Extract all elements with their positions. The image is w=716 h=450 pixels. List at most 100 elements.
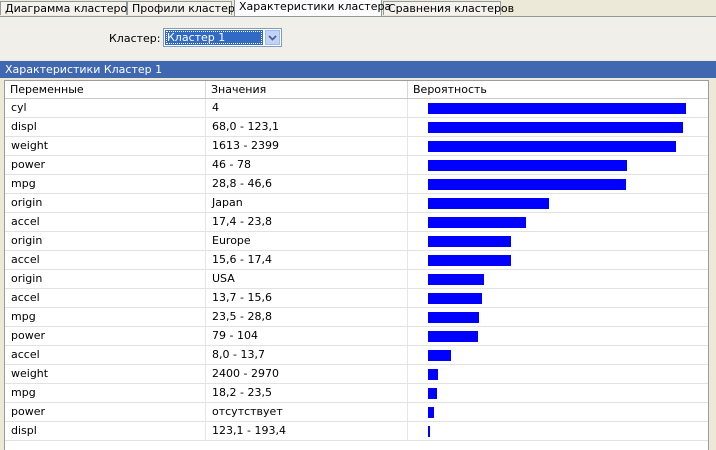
probability-bar bbox=[428, 217, 526, 228]
variable-cell: origin bbox=[5, 194, 206, 212]
table-row[interactable]: displ 123,1 - 193,4 bbox=[5, 422, 708, 441]
probability-bar bbox=[428, 369, 438, 380]
probability-cell bbox=[408, 137, 708, 155]
variable-cell: accel bbox=[5, 346, 206, 364]
variable-cell: power bbox=[5, 327, 206, 345]
probability-bar bbox=[428, 255, 511, 266]
probability-cell bbox=[408, 118, 708, 136]
tab-label: Характеристики кластера bbox=[239, 0, 392, 13]
value-cell: 23,5 - 28,8 bbox=[206, 308, 408, 326]
table-row[interactable]: power 79 - 104 bbox=[5, 327, 708, 346]
probability-bar bbox=[428, 179, 626, 190]
chevron-down-icon[interactable] bbox=[265, 30, 280, 45]
value-cell: 46 - 78 bbox=[206, 156, 408, 174]
value-cell: отсутствует bbox=[206, 403, 408, 421]
probability-bar bbox=[428, 160, 627, 171]
probability-bar bbox=[428, 141, 676, 152]
table-row[interactable]: accel 8,0 - 13,7 bbox=[5, 346, 708, 365]
tab-label: Профили кластера bbox=[132, 2, 242, 15]
variable-cell: cyl bbox=[5, 99, 206, 117]
probability-bar bbox=[428, 236, 511, 247]
probability-bar bbox=[428, 293, 482, 304]
variable-cell: weight bbox=[5, 365, 206, 383]
value-cell: 68,0 - 123,1 bbox=[206, 118, 408, 136]
probability-cell bbox=[408, 270, 708, 288]
probability-cell bbox=[408, 422, 708, 440]
table-row[interactable]: mpg 23,5 - 28,8 bbox=[5, 308, 708, 327]
probability-bar bbox=[428, 407, 434, 418]
variable-cell: accel bbox=[5, 213, 206, 231]
table-body: cyl 4 displ 68,0 - 123,1 weight 1613 - 2399 po… bbox=[5, 99, 708, 441]
variable-cell: mpg bbox=[5, 384, 206, 402]
table-row[interactable]: power 46 - 78 bbox=[5, 156, 708, 175]
probability-cell bbox=[408, 365, 708, 383]
column-header-probability[interactable]: Вероятность bbox=[413, 83, 487, 96]
probability-cell bbox=[408, 384, 708, 402]
probability-cell bbox=[408, 289, 708, 307]
characteristics-table: Переменные Значения Вероятность cyl 4 disp… bbox=[4, 80, 709, 450]
probability-bar bbox=[428, 350, 451, 361]
probability-bar bbox=[428, 388, 437, 399]
tab-cluster-profiles[interactable]: Профили кластера bbox=[127, 1, 242, 15]
variable-cell: power bbox=[5, 403, 206, 421]
table-row[interactable]: mpg 18,2 - 23,5 bbox=[5, 384, 708, 403]
value-cell: USA bbox=[206, 270, 408, 288]
filter-bar: Кластер: Кластер 1 bbox=[0, 17, 716, 60]
table-row[interactable]: mpg 28,8 - 46,6 bbox=[5, 175, 708, 194]
value-cell: Europe bbox=[206, 232, 408, 250]
variable-cell: weight bbox=[5, 137, 206, 155]
table-row[interactable]: cyl 4 bbox=[5, 99, 708, 118]
table-row[interactable]: weight 2400 - 2970 bbox=[5, 365, 708, 384]
probability-cell bbox=[408, 346, 708, 364]
value-cell: 4 bbox=[206, 99, 408, 117]
table-row[interactable]: origin USA bbox=[5, 270, 708, 289]
table-row[interactable]: accel 15,6 - 17,4 bbox=[5, 251, 708, 270]
table-row[interactable]: accel 13,7 - 15,6 bbox=[5, 289, 708, 308]
probability-cell bbox=[408, 251, 708, 269]
probability-bar bbox=[428, 103, 686, 114]
table-row[interactable]: power отсутствует bbox=[5, 403, 708, 422]
value-cell: 2400 - 2970 bbox=[206, 365, 408, 383]
tab-label: Диаграмма кластеров bbox=[5, 2, 134, 15]
probability-bar bbox=[428, 274, 484, 285]
variable-cell: mpg bbox=[5, 308, 206, 326]
value-cell: 8,0 - 13,7 bbox=[206, 346, 408, 364]
value-cell: 1613 - 2399 bbox=[206, 137, 408, 155]
probability-cell bbox=[408, 175, 708, 193]
value-cell: 79 - 104 bbox=[206, 327, 408, 345]
value-cell: Japan bbox=[206, 194, 408, 212]
cluster-select[interactable]: Кластер 1 bbox=[163, 28, 282, 47]
table-row[interactable]: origin Europe bbox=[5, 232, 708, 251]
column-header-values[interactable]: Значения bbox=[206, 81, 408, 98]
value-cell: 15,6 - 17,4 bbox=[206, 251, 408, 269]
probability-bar bbox=[428, 198, 549, 209]
variable-cell: origin bbox=[5, 232, 206, 250]
column-header-variables[interactable]: Переменные bbox=[5, 81, 206, 98]
table-header: Переменные Значения Вероятность bbox=[5, 81, 708, 99]
cluster-select-value: Кластер 1 bbox=[165, 30, 263, 45]
variable-cell: origin bbox=[5, 270, 206, 288]
panel-title: Характеристики Кластер 1 bbox=[0, 61, 716, 78]
table-row[interactable]: displ 68,0 - 123,1 bbox=[5, 118, 708, 137]
variable-cell: power bbox=[5, 156, 206, 174]
tab-cluster-diagram[interactable]: Диаграмма кластеров bbox=[0, 1, 134, 15]
probability-cell bbox=[408, 213, 708, 231]
tab-strip: Диаграмма кластеров Профили кластера Хар… bbox=[0, 0, 716, 17]
tab-cluster-characteristics[interactable]: Характеристики кластера bbox=[234, 0, 391, 16]
variable-cell: accel bbox=[5, 251, 206, 269]
table-row[interactable]: origin Japan bbox=[5, 194, 708, 213]
probability-bar bbox=[428, 331, 478, 342]
value-cell: 18,2 - 23,5 bbox=[206, 384, 408, 402]
cluster-filter-label: Кластер: bbox=[109, 32, 161, 45]
tab-cluster-comparisons[interactable]: Сравнения кластеров bbox=[383, 1, 514, 15]
table-row[interactable]: accel 17,4 - 23,8 bbox=[5, 213, 708, 232]
value-cell: 17,4 - 23,8 bbox=[206, 213, 408, 231]
probability-cell bbox=[408, 194, 708, 212]
table-row[interactable]: weight 1613 - 2399 bbox=[5, 137, 708, 156]
variable-cell: displ bbox=[5, 422, 206, 440]
value-cell: 123,1 - 193,4 bbox=[206, 422, 408, 440]
probability-cell bbox=[408, 156, 708, 174]
probability-cell bbox=[408, 232, 708, 250]
probability-bar bbox=[428, 312, 479, 323]
probability-bar bbox=[428, 122, 683, 133]
